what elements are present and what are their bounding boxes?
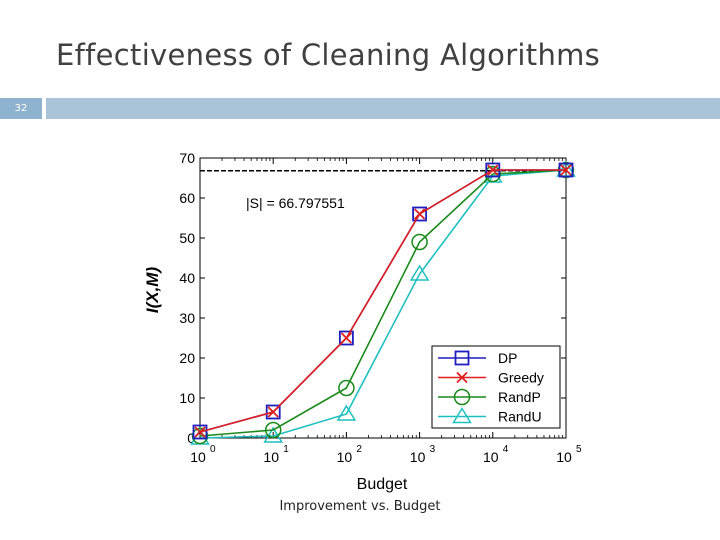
data-point — [338, 379, 355, 397]
y-tick-label: 10 — [179, 390, 195, 406]
y-tick-label: 70 — [179, 150, 195, 166]
y-tick-label: 50 — [179, 230, 195, 246]
x-tick-label: 10 3 — [410, 444, 436, 465]
x-tick-base: 10 — [337, 449, 353, 465]
x-tick-exponent: 4 — [503, 444, 509, 455]
x-tick-base: 10 — [410, 449, 426, 465]
legend-label: RandU — [498, 409, 542, 425]
legend: DP Greedy RandP RandU — [431, 345, 561, 429]
legend-box — [431, 345, 561, 429]
series-line — [199, 169, 566, 433]
x-tick-base: 10 — [190, 449, 206, 465]
data-point — [409, 264, 430, 281]
data-point — [194, 426, 206, 438]
series-line — [199, 169, 567, 439]
y-tick-label: 20 — [179, 350, 195, 366]
legend-marker — [453, 388, 471, 406]
data-point — [336, 404, 357, 421]
data-point — [338, 330, 354, 346]
data-point — [191, 427, 209, 445]
x-tick-label: 10 0 — [190, 444, 216, 465]
x-tick-label: 10 5 — [556, 444, 582, 465]
slide-number-box — [0, 98, 42, 119]
x-tick-exponent: 0 — [210, 444, 216, 455]
x-tick-label: 10 2 — [337, 444, 363, 465]
title-bar — [46, 98, 720, 119]
data-point — [340, 332, 353, 344]
y-tick-label: 40 — [179, 270, 195, 286]
y-tick-label: 60 — [179, 190, 195, 206]
y-axis-label: I(X,M) — [143, 267, 162, 314]
data-point — [265, 404, 281, 420]
series-greedy — [194, 164, 572, 438]
x-tick-exponent: 2 — [356, 444, 362, 455]
data-point — [264, 421, 282, 439]
x-axis-label: Budget — [357, 476, 408, 493]
slide-title: Effectiveness of Cleaning Algorithms — [56, 38, 601, 72]
y-tick-label: 0 — [187, 430, 195, 446]
legend-marker — [456, 371, 468, 384]
x-tick-exponent: 3 — [430, 444, 436, 455]
x-tick-label: 10 4 — [483, 444, 509, 465]
legend-label: Greedy — [498, 370, 544, 386]
x-tick-exponent: 1 — [283, 444, 289, 455]
legend-marker — [452, 407, 472, 424]
data-point — [560, 164, 572, 176]
slide-number: 32 — [14, 103, 28, 114]
x-tick-label: 10 1 — [263, 444, 289, 465]
legend-item: Greedy — [438, 370, 544, 386]
x-tick-base: 10 — [263, 449, 279, 465]
legend-item: DP — [438, 350, 517, 366]
legend-item: RandP — [438, 388, 541, 406]
series-line — [199, 169, 567, 437]
data-point — [192, 424, 208, 440]
y-tick-label: 30 — [179, 310, 195, 326]
x-tick-base: 10 — [556, 449, 572, 465]
reference-line-label: |S| = 66.797551 — [246, 195, 345, 211]
legend-label: DP — [498, 350, 517, 366]
legend-item: RandU — [438, 407, 542, 425]
data-point — [412, 206, 428, 222]
x-tick-base: 10 — [483, 449, 499, 465]
x-tick-exponent: 5 — [576, 444, 582, 455]
data-point — [413, 208, 426, 220]
data-point — [267, 406, 279, 418]
data-point — [411, 233, 428, 251]
legend-marker — [454, 350, 470, 366]
figure-caption: Improvement vs. Budget — [279, 499, 441, 514]
data-point — [263, 426, 284, 443]
data-point — [487, 164, 499, 176]
legend-label: RandP — [498, 389, 541, 405]
